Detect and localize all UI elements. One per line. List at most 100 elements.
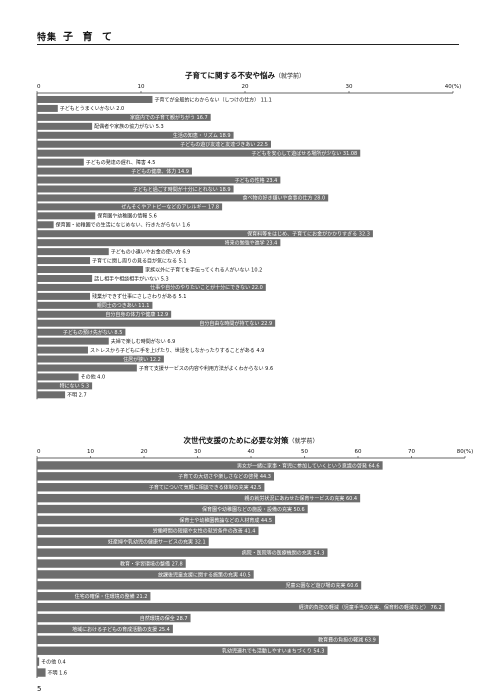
bar	[37, 319, 276, 327]
chart-title-main: 子育てに関する不安や悩み	[185, 70, 275, 80]
bar-label: 子どもの健康、体力 14.9	[131, 168, 189, 175]
bar-label: ストレスから子どもに手を上げたり、世話をしなかったりすることがある 4.9	[90, 347, 264, 354]
bar	[37, 504, 308, 514]
bar	[37, 668, 46, 677]
bar-label: 子育てについて気軽に相談できる体制の充実 42.5	[149, 484, 261, 491]
bar	[37, 212, 96, 220]
bar-label: その他 4.0	[81, 374, 106, 381]
bar-label: 子どもの性格 23.4	[235, 177, 278, 184]
bar-label: 児童公園など遊び場の充実 60.6	[285, 582, 358, 589]
bar-label: 家庭内での子育て観がちがう 16.7	[130, 114, 208, 121]
bar-label: 話し相手や相談相手がいない 5.3	[94, 275, 169, 282]
bar	[37, 266, 144, 274]
bar	[37, 570, 254, 579]
bar	[37, 140, 271, 148]
bar	[37, 373, 79, 381]
bar	[37, 592, 151, 601]
chart-title: 次世代支援のために必要な対策（就学前）	[183, 435, 318, 445]
bar-label: 仕事や自分のやりたいことが十分にできない 22.0	[150, 284, 263, 291]
header-rule	[37, 44, 459, 45]
bar-label: 妊産婦や乳幼児の健康サービスの充実 32.1	[108, 539, 206, 546]
bar	[37, 646, 328, 655]
bar-label: 自然環境の保全 28.7	[140, 615, 188, 622]
bar-label: 教育・学習環境の整備 27.8	[120, 560, 183, 567]
bar	[37, 355, 164, 363]
tick-label: 40(%)	[445, 84, 462, 90]
page-number: 5	[37, 685, 42, 693]
bar	[37, 248, 109, 256]
bar	[37, 472, 275, 481]
tick-label: 60	[355, 449, 362, 455]
bar	[37, 185, 234, 193]
tick-label: 10	[87, 449, 94, 455]
chart-subtitle: （就学前）	[288, 437, 318, 445]
bar	[37, 104, 58, 112]
bar-label: 親同士のつきあい 11.1	[97, 302, 150, 309]
bar-label: 保育料等をはじめ、子育てにお金がかかりすぎる 32.3	[247, 231, 370, 238]
bar-label: 地域における子どもの育成活動の支援 25.4	[72, 626, 170, 633]
bar	[37, 382, 93, 390]
chart-subtitle: （就学前）	[275, 72, 305, 80]
bar-label: 子どもと過ごす時間が十分にとれない 18.9	[133, 186, 231, 193]
tick-label: 80(%)	[457, 449, 474, 455]
bar-label: 夫婦で楽しむ時間がない 6.9	[111, 338, 176, 345]
bar	[37, 515, 276, 525]
bar	[37, 559, 186, 568]
bar	[37, 95, 153, 103]
bar-label: 子どもの遊び友達と友達づきあい 22.5	[180, 141, 268, 148]
bar	[37, 149, 361, 157]
chart-2: 次世代支援のために必要な対策（就学前） 0 10 20 30 40 50 60 70 80(%) 男…	[36, 435, 474, 678]
bar	[37, 391, 66, 399]
bar	[37, 493, 361, 503]
bar-label: 乳幼児連れでも活動しやすいまちづくり 54.3	[222, 648, 325, 655]
tick-label: 0	[37, 84, 41, 90]
bar	[37, 221, 54, 229]
bar	[37, 283, 266, 291]
bar	[37, 337, 109, 345]
tick-label: 50	[301, 449, 308, 455]
bar-label: 子どもを安心して遊ばせる場所が少ない 31.08	[251, 150, 357, 157]
bar-label: 放課後児童支援に関する施策の充実 40.5	[158, 571, 251, 578]
bar	[37, 364, 137, 372]
chart-title-main: 次世代支援のために必要な対策	[183, 435, 288, 445]
bar	[37, 581, 362, 590]
bar-label: ぜんそくやアトピーなどのアレルギー 17.8	[121, 204, 219, 211]
bar-label: 保育園や幼稚園などの施設・設備の充実 50.6	[202, 506, 305, 513]
tick-label: 40	[248, 449, 255, 455]
bar	[37, 301, 153, 309]
bar	[37, 635, 379, 645]
bar-label: 不明 2.7	[67, 393, 87, 399]
chart-1: 子育てに関する不安や悩み（就学前） 0 10 20 30 40(%) 子育てが全般的にわから…	[36, 70, 462, 400]
section-label: 特集	[37, 33, 58, 43]
bar	[37, 131, 234, 139]
bar-label: 労働時間の短縮や女性の就労条件の改善 41.4	[153, 528, 256, 535]
bar	[37, 158, 84, 166]
bar-label: 子どもの預け先がない 8.5	[63, 329, 123, 336]
tick-label: 10	[138, 84, 145, 90]
section-title: 子 育 て	[63, 32, 115, 43]
bar	[37, 310, 172, 318]
bar-label: 生活の知恵・リズム 18.9	[173, 132, 231, 139]
bar-label: 将来の勉強や進学 23.4	[225, 239, 278, 246]
bar-label: 子育てに関し周りの見る目が気になる 5.1	[92, 257, 187, 264]
bar-label: 保育士や幼稚園教論などの人材育成 44.5	[179, 517, 272, 524]
bar	[37, 257, 91, 265]
bar-label: 保育園や幼稚園の情報 5.6	[97, 213, 157, 220]
bar-label: 配偶者や家族の協力がない 5.3	[94, 123, 164, 130]
bar-label: 教育費の負担の軽減 63.9	[318, 637, 376, 644]
tick-label: 30	[194, 449, 201, 455]
bar-label: 住宅の確保・住環境の整備 21.2	[75, 593, 148, 600]
chart-title: 子育てに関する不安や悩み（就学前）	[185, 70, 305, 80]
bar-label: 保育園・幼稚園での生活になじめない、行きたがらない 1.6	[56, 222, 191, 229]
bar-label: 自分自由な時間が持てない 22.9	[199, 320, 272, 327]
bar-label: 残業ができず仕事にさしさわりがある 5.1	[92, 293, 186, 300]
bar	[37, 602, 445, 612]
bar	[37, 292, 91, 300]
bar-label: 子育て支援サービスの内容や利用方法がよくわからない 9.6	[139, 365, 273, 372]
tick-label: 30	[346, 84, 353, 90]
bar	[37, 328, 126, 336]
bar	[37, 613, 191, 623]
bar-label: 子どもの小遣いやお金の使い方 6.9	[111, 248, 191, 255]
bar	[37, 346, 88, 354]
bar-label: 男女が一緒に家事・育児に参加していくという意識の啓発 64.6	[237, 462, 380, 469]
